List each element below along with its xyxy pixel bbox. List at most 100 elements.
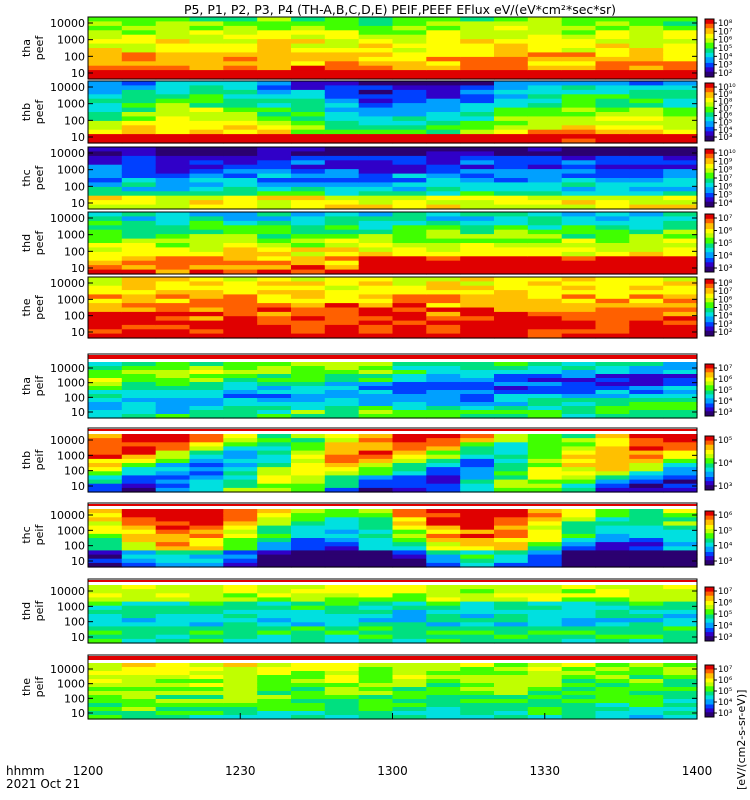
heat-cell bbox=[494, 147, 529, 152]
colorbar-segment bbox=[705, 263, 714, 266]
panel-frame bbox=[87, 502, 698, 568]
heat-cell bbox=[663, 442, 698, 447]
heat-cell bbox=[324, 667, 360, 672]
heat-cell bbox=[595, 103, 630, 109]
colorbar-segment bbox=[705, 678, 714, 680]
heat-cell bbox=[527, 316, 563, 322]
heat-cell bbox=[561, 120, 597, 126]
heat-cell bbox=[223, 454, 258, 460]
heat-cell bbox=[460, 679, 495, 684]
heat-cell bbox=[324, 711, 360, 716]
fill-band bbox=[88, 429, 697, 431]
heat-cell bbox=[88, 281, 123, 287]
heat-cell bbox=[291, 683, 326, 688]
heat-cell bbox=[223, 129, 258, 135]
colorbar-segment bbox=[705, 310, 714, 313]
heat-cell bbox=[155, 630, 191, 636]
heat-cell bbox=[561, 25, 597, 31]
heat-cell bbox=[257, 120, 292, 126]
heat-cell bbox=[155, 74, 191, 80]
heat-cell bbox=[189, 21, 224, 27]
heat-cell bbox=[324, 410, 360, 415]
heat-cell bbox=[223, 414, 258, 419]
heat-cell bbox=[527, 98, 563, 104]
heat-cell bbox=[663, 605, 698, 611]
heat-cell bbox=[595, 151, 630, 157]
heat-cell bbox=[358, 467, 394, 472]
heat-cell bbox=[392, 715, 427, 720]
heat-cell bbox=[460, 711, 495, 716]
heat-cell bbox=[291, 30, 326, 36]
heat-cell bbox=[155, 329, 191, 335]
colorbar-segment bbox=[705, 707, 714, 710]
heat-cell bbox=[155, 251, 191, 257]
heat-cell bbox=[494, 703, 529, 708]
heat-cell bbox=[527, 294, 563, 300]
heat-cell bbox=[291, 671, 326, 676]
heat-cell bbox=[561, 65, 597, 71]
heat-cell bbox=[494, 269, 529, 275]
heat-cell bbox=[121, 182, 157, 188]
colorbar-segment bbox=[705, 668, 714, 671]
heat-cell bbox=[629, 107, 664, 113]
heat-cell bbox=[189, 65, 224, 71]
heat-cell bbox=[561, 134, 597, 140]
heat-cell bbox=[629, 251, 664, 257]
heat-cell bbox=[392, 112, 427, 117]
heat-cell bbox=[527, 85, 563, 91]
heat-cell bbox=[358, 195, 394, 201]
colorbar-segment bbox=[705, 324, 714, 327]
heat-cell bbox=[88, 307, 123, 313]
heat-cell bbox=[257, 691, 292, 696]
heat-cell bbox=[324, 320, 360, 326]
heat-cell bbox=[527, 307, 563, 313]
heat-cell bbox=[595, 98, 630, 104]
heat-cell bbox=[257, 622, 292, 627]
colorbar-segment bbox=[705, 627, 714, 630]
heat-cell bbox=[460, 382, 495, 387]
heat-cell bbox=[561, 509, 597, 514]
colorbar-segment bbox=[705, 552, 714, 555]
heat-cell bbox=[527, 52, 563, 58]
heat-cell bbox=[257, 663, 292, 668]
colorbar-segment bbox=[705, 267, 714, 270]
heat-cell bbox=[189, 74, 224, 80]
heat-cell bbox=[223, 204, 258, 210]
heat-cell bbox=[121, 699, 157, 704]
heat-cell bbox=[629, 265, 664, 271]
heat-cell bbox=[595, 634, 630, 640]
heat-cell bbox=[629, 707, 664, 712]
heat-cell bbox=[155, 558, 191, 564]
colorbar-segment bbox=[705, 370, 714, 373]
heat-cell bbox=[291, 609, 326, 615]
heat-cell bbox=[595, 671, 630, 676]
heat-cell bbox=[189, 614, 224, 619]
heat-cell bbox=[460, 538, 495, 543]
heat-cell bbox=[527, 479, 563, 485]
heat-cell bbox=[291, 634, 326, 640]
y-tick-label: 1000 bbox=[57, 678, 85, 691]
colorbar-segment bbox=[705, 43, 714, 46]
heat-cell bbox=[663, 307, 698, 313]
heat-cell bbox=[155, 546, 191, 551]
heat-cell bbox=[392, 155, 427, 161]
heat-cell bbox=[527, 169, 563, 175]
panel-type-label: peif bbox=[33, 524, 46, 546]
heat-cell bbox=[494, 550, 529, 556]
heat-cell bbox=[494, 386, 529, 391]
heat-cell bbox=[155, 134, 191, 140]
heat-cell bbox=[189, 43, 224, 49]
heat-cell bbox=[663, 667, 698, 672]
heat-cell bbox=[527, 585, 563, 590]
heat-cell bbox=[527, 691, 563, 696]
heat-cell bbox=[257, 609, 292, 615]
heat-cell bbox=[494, 204, 529, 210]
colorbar-segment bbox=[705, 241, 714, 244]
heat-cell bbox=[494, 695, 529, 700]
heat-cell bbox=[291, 525, 326, 531]
heat-cell bbox=[324, 234, 360, 240]
heat-cell bbox=[189, 605, 224, 611]
colorbar-segment bbox=[705, 608, 714, 611]
heat-cell bbox=[460, 294, 495, 300]
heat-cell bbox=[324, 362, 360, 367]
